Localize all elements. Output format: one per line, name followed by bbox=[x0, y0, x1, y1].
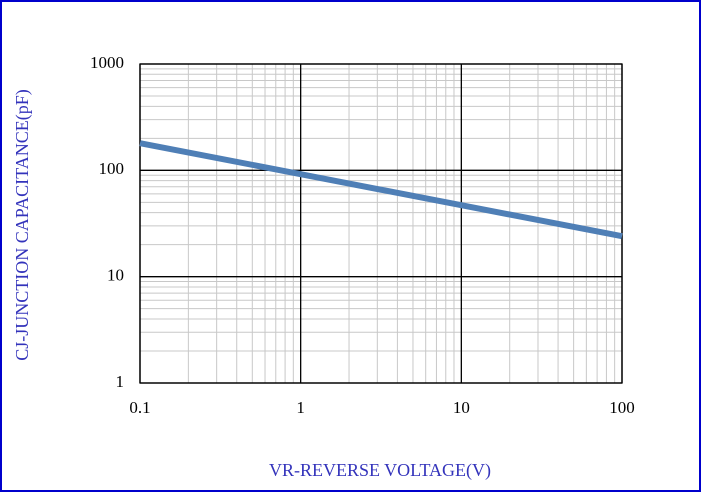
plot-border bbox=[139, 63, 623, 384]
y-tick-label: 10 bbox=[107, 266, 124, 285]
x-tick-label: 100 bbox=[609, 398, 635, 417]
y-tick-label: 100 bbox=[99, 159, 125, 178]
y-tick-label: 1 bbox=[116, 372, 125, 391]
x-tick-label: 0.1 bbox=[129, 398, 150, 417]
y-axis-label: CJ-JUNCTION CAPACITANCE(pF) bbox=[12, 89, 33, 360]
x-axis-label: VR-REVERSE VOLTAGE(V) bbox=[269, 460, 491, 481]
x-tick-label: 10 bbox=[453, 398, 470, 417]
data-line bbox=[139, 140, 623, 240]
y-tick-label: 1000 bbox=[90, 53, 124, 72]
x-tick-label: 1 bbox=[296, 398, 305, 417]
